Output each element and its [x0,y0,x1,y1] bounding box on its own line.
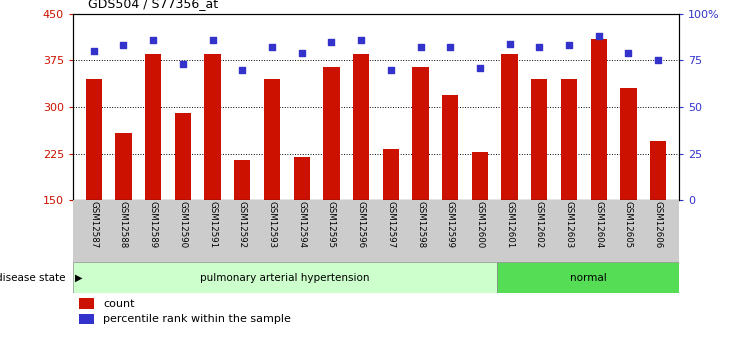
Bar [620,88,637,200]
Bar [497,262,679,293]
Text: GSM12599: GSM12599 [446,201,455,248]
Text: disease state: disease state [0,273,66,283]
Point [593,33,604,39]
Text: GSM12594: GSM12594 [297,201,306,248]
Text: GSM12589: GSM12589 [149,201,158,248]
Text: pulmonary arterial hypertension: pulmonary arterial hypertension [200,273,370,283]
Point [118,43,129,48]
Bar [174,113,191,200]
Bar [650,141,666,200]
Text: GSM12593: GSM12593 [267,201,277,248]
Text: ▶: ▶ [75,273,82,283]
Text: GSM12606: GSM12606 [653,201,663,249]
Bar [73,262,497,293]
Bar [472,152,488,200]
Bar [293,157,310,200]
Bar [115,133,131,200]
Bar [561,79,577,200]
Point [177,61,189,67]
Point [326,39,337,45]
Point [653,58,664,63]
Point [88,48,99,54]
Text: count: count [104,299,135,308]
Text: percentile rank within the sample: percentile rank within the sample [104,314,291,324]
Bar [204,54,220,200]
Point [415,45,426,50]
Text: GSM12601: GSM12601 [505,201,514,249]
Text: GSM12604: GSM12604 [594,201,603,249]
Point [237,67,248,72]
Point [207,37,218,43]
Point [356,37,367,43]
Bar [234,160,250,200]
Text: normal: normal [569,273,607,283]
Bar [323,67,339,200]
Text: GSM12595: GSM12595 [327,201,336,248]
Point [385,67,396,72]
Bar [412,67,429,200]
Text: GSM12602: GSM12602 [535,201,544,249]
Point [623,50,634,56]
Bar [79,314,94,324]
Point [445,45,456,50]
Text: GSM12588: GSM12588 [119,201,128,249]
Bar [85,79,102,200]
Text: GSM12605: GSM12605 [624,201,633,249]
Bar [264,79,280,200]
Bar [531,79,548,200]
Text: GSM12591: GSM12591 [208,201,217,248]
Bar [502,54,518,200]
Point [534,45,545,50]
Bar [591,39,607,200]
Text: GSM12600: GSM12600 [475,201,485,249]
Text: GSM12587: GSM12587 [89,201,99,249]
Point [147,37,159,43]
Point [563,43,575,48]
Point [504,41,515,46]
Text: GSM12596: GSM12596 [356,201,366,248]
Point [266,45,278,50]
Text: GDS504 / S77356_at: GDS504 / S77356_at [88,0,218,10]
Point [474,65,485,71]
Bar [442,95,458,200]
Text: GSM12598: GSM12598 [416,201,425,248]
Text: GSM12592: GSM12592 [238,201,247,248]
Bar [383,149,399,200]
Bar [79,298,94,309]
Bar [353,54,369,200]
Text: GSM12597: GSM12597 [386,201,396,248]
Bar [145,54,161,200]
Text: GSM12603: GSM12603 [564,201,574,249]
Point [296,50,307,56]
Text: GSM12590: GSM12590 [178,201,188,248]
